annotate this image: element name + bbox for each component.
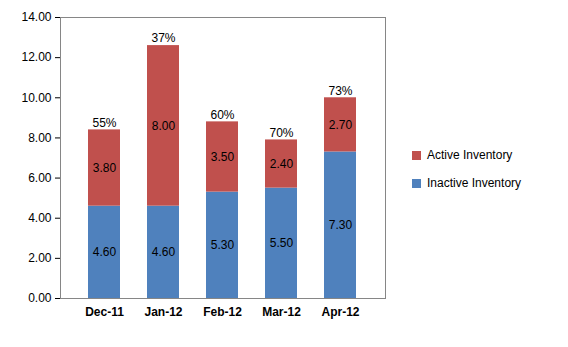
svg-text:8.00: 8.00 bbox=[152, 119, 176, 133]
svg-text:Dec-11: Dec-11 bbox=[85, 305, 124, 319]
svg-text:2.00: 2.00 bbox=[28, 251, 52, 265]
svg-text:6.00: 6.00 bbox=[28, 171, 52, 185]
svg-text:37%: 37% bbox=[151, 31, 175, 45]
svg-text:Mar-12: Mar-12 bbox=[262, 305, 301, 319]
svg-text:2.70: 2.70 bbox=[329, 118, 353, 132]
svg-text:Feb-12: Feb-12 bbox=[203, 305, 242, 319]
svg-text:70%: 70% bbox=[269, 126, 293, 140]
svg-text:4.00: 4.00 bbox=[28, 211, 52, 225]
html-text:Inactive Inventory: Inactive Inventory bbox=[427, 176, 522, 190]
svg-text:5.50: 5.50 bbox=[270, 236, 294, 250]
svg-text:Apr-12: Apr-12 bbox=[321, 305, 359, 319]
svg-text:5.30: 5.30 bbox=[211, 238, 235, 252]
svg-text:8.00: 8.00 bbox=[28, 131, 52, 145]
svg-text:12.00: 12.00 bbox=[21, 50, 51, 64]
html-text:Active Inventory: Active Inventory bbox=[427, 148, 513, 162]
svg-text:3.50: 3.50 bbox=[211, 150, 235, 164]
svg-text:55%: 55% bbox=[92, 116, 116, 130]
svg-text:Jan-12: Jan-12 bbox=[144, 305, 182, 319]
svg-text:0.00: 0.00 bbox=[28, 291, 52, 305]
svg-text:14.00: 14.00 bbox=[21, 10, 51, 24]
svg-text:3.80: 3.80 bbox=[93, 161, 117, 175]
svg-text:60%: 60% bbox=[210, 108, 234, 122]
svg-text:7.30: 7.30 bbox=[329, 218, 353, 232]
svg-text:4.60: 4.60 bbox=[93, 245, 117, 259]
svg-text:73%: 73% bbox=[328, 84, 352, 98]
svg-text:4.60: 4.60 bbox=[152, 245, 176, 259]
svg-text:2.40: 2.40 bbox=[270, 157, 294, 171]
svg-text:10.00: 10.00 bbox=[21, 91, 51, 105]
